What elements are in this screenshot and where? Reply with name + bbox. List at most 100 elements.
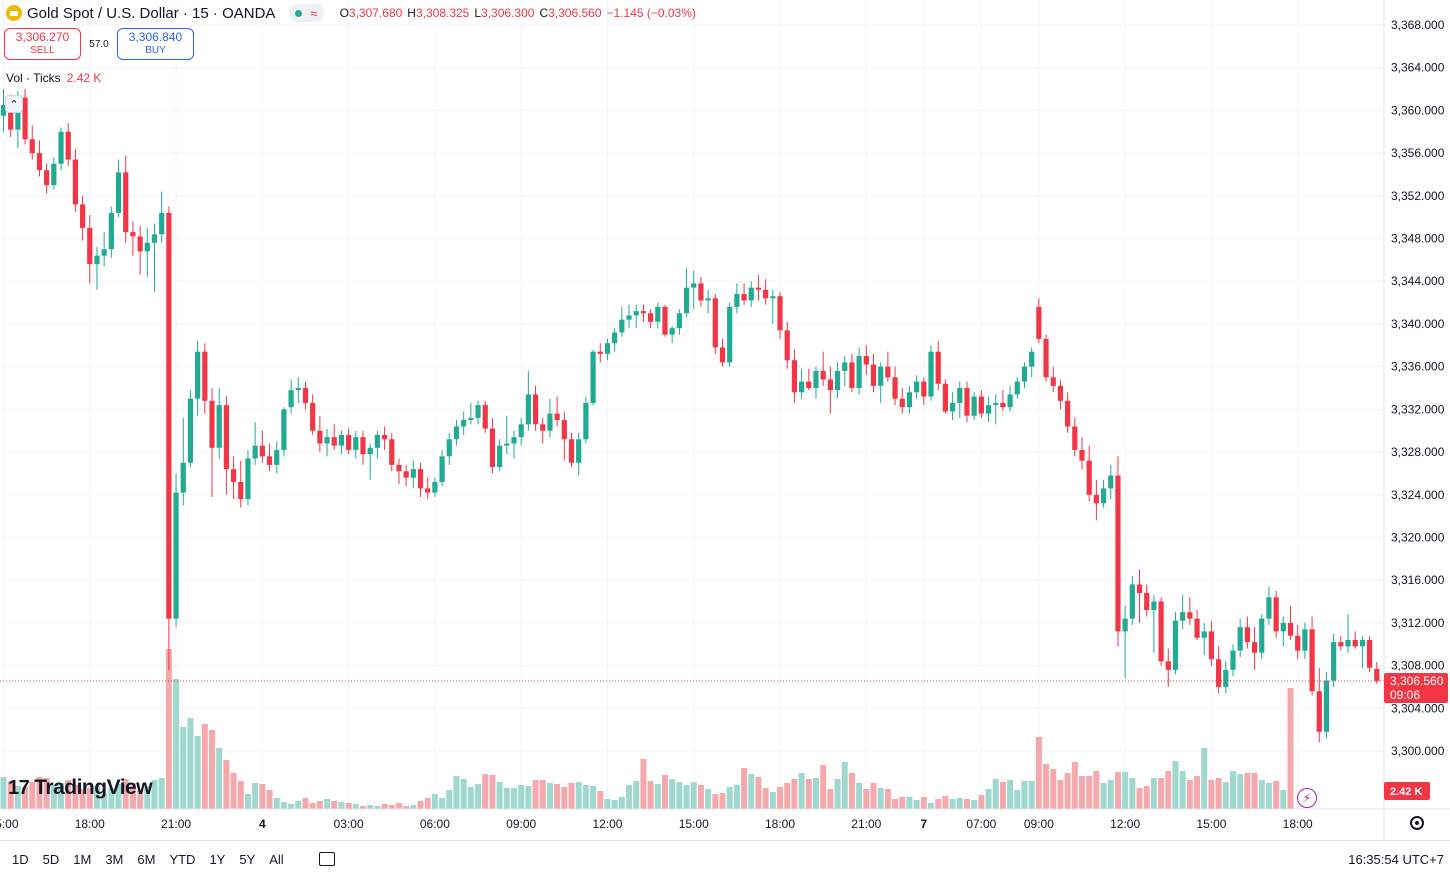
volume-bar [295, 801, 302, 809]
candle [230, 456, 237, 500]
logo-text: TradingView [34, 776, 153, 799]
candle [1216, 646, 1222, 694]
range-button-all[interactable]: All [269, 851, 284, 867]
candle-body [698, 283, 704, 301]
volume-bar [1028, 781, 1035, 809]
volume-bar [971, 800, 978, 809]
candle-body [432, 481, 438, 493]
candle-body [914, 381, 920, 393]
candle-body [1216, 659, 1222, 687]
candle [317, 415, 323, 453]
range-button-3m[interactable]: 3M [105, 851, 124, 867]
candle-body [453, 426, 460, 440]
candle-body [619, 319, 625, 333]
collapse-legend-button[interactable]: ⌃ [5, 95, 23, 113]
volume-bar [65, 780, 72, 809]
volume-bar [129, 783, 136, 809]
candle [1244, 616, 1250, 649]
candle [130, 221, 136, 256]
symbol-legend[interactable]: Gold Spot / U.S. Dollar · 15 · OANDA ≈ O… [6, 4, 696, 22]
price-tick-label: 3,368.000 [1391, 18, 1445, 32]
go-to-date-calendar-icon[interactable] [318, 852, 335, 866]
range-button-1y[interactable]: 1Y [209, 851, 226, 867]
range-button-6m[interactable]: 6M [137, 851, 156, 867]
candle [115, 159, 122, 218]
candle [403, 464, 409, 487]
trade-buttons: 3,306.270 SELL 57.0 3,306.840 BUY [4, 28, 194, 60]
volume-bar [741, 768, 748, 809]
volume-bar [963, 799, 970, 809]
candle-body [79, 204, 86, 228]
volume-bar [410, 805, 417, 809]
price-tick-label: 3,328.000 [1391, 445, 1445, 459]
candle-body [1237, 627, 1243, 651]
timezone-clock[interactable]: 16:35:54 UTC+7 [1348, 851, 1444, 867]
candle [295, 377, 301, 403]
chart-area[interactable]: 3,368.000 3,364.000 3,360.000 3,356.000 3,35… [0, 0, 1450, 840]
candle-body [1374, 669, 1380, 681]
candle [1331, 633, 1337, 687]
candle [1223, 661, 1229, 694]
candle-body [15, 97, 21, 130]
tradingview-logo[interactable]: 17 TradingView [8, 776, 153, 800]
volume-legend[interactable]: Vol · Ticks 2.42 K [6, 71, 101, 85]
candle-body [425, 488, 431, 493]
candle-body [115, 172, 122, 213]
candle-body [374, 434, 380, 448]
candle-body [72, 159, 78, 205]
range-button-1d[interactable]: 1D [12, 851, 29, 867]
volume-bar [1100, 783, 1107, 809]
candle [1165, 648, 1171, 687]
candle-body [662, 306, 668, 335]
candle-body [245, 458, 251, 500]
candle [252, 422, 258, 465]
spread-value: 57.0 [89, 38, 109, 50]
volume-bar [403, 806, 410, 809]
market-status[interactable]: ≈ [289, 4, 324, 22]
candle [346, 428, 352, 455]
candle-body [1079, 449, 1085, 461]
range-button-ytd[interactable]: YTD [169, 851, 196, 867]
volume-bar [1222, 782, 1229, 809]
volume-bar [72, 785, 79, 809]
candle-body [1280, 622, 1286, 632]
candle [425, 477, 431, 500]
volume-bar [647, 781, 654, 809]
candle-body [1273, 597, 1279, 632]
volume-bar [367, 805, 374, 809]
time-tick-label: 15:00 [0, 817, 19, 831]
range-button-5d[interactable]: 5D [42, 851, 60, 867]
volume-bar [1172, 761, 1179, 809]
buy-button[interactable]: 3,306.840 BUY [117, 28, 194, 60]
symbol-title[interactable]: Gold Spot / U.S. Dollar · 15 · OANDA [27, 4, 276, 22]
volume-bar [446, 790, 453, 809]
chart-settings-gear-icon[interactable] [1410, 816, 1424, 830]
volume-legend-label: Vol · Ticks [6, 71, 61, 85]
range-button-1m[interactable]: 1M [73, 851, 92, 867]
candle [719, 338, 726, 367]
volume-bar [841, 762, 848, 809]
volume-bar [137, 790, 144, 809]
candle [1122, 605, 1128, 679]
candle-body [266, 456, 273, 465]
candle-body [928, 351, 934, 397]
time-tick-label: 15:00 [1196, 817, 1226, 831]
flash-icon[interactable]: ⚡ [1297, 788, 1317, 808]
volume-bar [1287, 688, 1294, 809]
candle [94, 247, 100, 290]
sell-button[interactable]: 3,306.270 SELL [4, 28, 81, 60]
candle-body [849, 362, 855, 388]
volume-bar [395, 803, 402, 809]
candle [957, 381, 963, 418]
volume-bar [942, 796, 949, 809]
candle-body [504, 443, 510, 446]
range-button-5y[interactable]: 5Y [239, 851, 256, 867]
candle-body [346, 434, 352, 450]
candle [935, 341, 941, 391]
candlestick-chart[interactable]: 3,368.000 3,364.000 3,360.000 3,356.000 3,35… [0, 0, 1450, 840]
grid-layer [0, 0, 1384, 809]
candle-body [863, 355, 869, 365]
volume-bar [108, 788, 115, 809]
volume-bar [29, 782, 36, 809]
candle-body [834, 370, 841, 391]
